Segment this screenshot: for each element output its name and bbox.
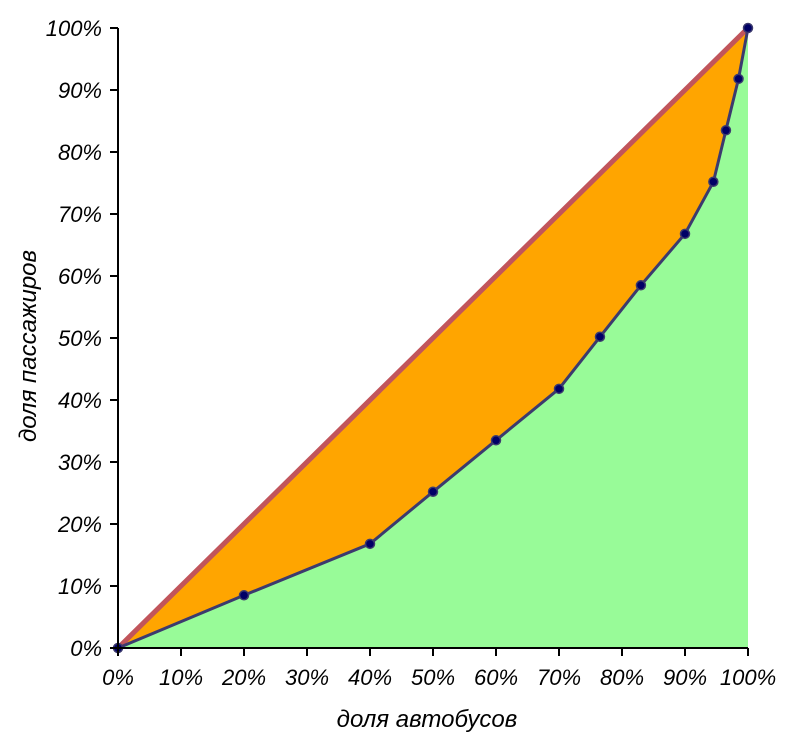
y-tick-label-6: 60%	[58, 264, 102, 289]
data-point-8	[679, 228, 691, 240]
equality-line	[115, 25, 751, 651]
data-point-4	[490, 435, 502, 446]
data-point-10	[720, 125, 732, 136]
data-point-7	[635, 280, 647, 291]
y-axis-title: доля пассажиров	[15, 250, 42, 442]
x-tick-label-6: 60%	[474, 665, 518, 690]
data-point-2	[364, 538, 376, 550]
x-tick-label-8: 80%	[600, 665, 644, 690]
y-tick-label-1: 10%	[58, 574, 102, 599]
y-tick-label-3: 30%	[58, 450, 102, 475]
x-tick-label-5: 50%	[411, 665, 455, 690]
data-point-11	[733, 73, 744, 85]
y-tick-label-0: 0%	[70, 636, 102, 661]
data-point-6	[594, 331, 606, 343]
axes: 0% 10% 20% 30% 40% 50% 60% 70% 80% 90% 100% 0% 10% 2…	[46, 16, 776, 690]
x-tick-label-3: 30%	[285, 665, 329, 690]
y-tick-label-4: 40%	[58, 388, 102, 413]
x-tick-label-9: 90%	[663, 665, 707, 690]
x-axis-title: доля автобусов	[337, 706, 518, 733]
x-tick-label-2: 20%	[221, 665, 266, 690]
x-tick-label-1: 10%	[159, 665, 203, 690]
x-axis-ticks: 0% 10% 20% 30% 40% 50% 60% 70% 80% 90% 100%	[102, 648, 776, 690]
data-point-9	[708, 176, 719, 188]
data-point-1	[238, 590, 250, 601]
y-axis-ticks: 0% 10% 20% 30% 40% 50% 60% 70% 80% 90% 100%	[46, 16, 118, 661]
x-tick-label-0: 0%	[102, 665, 134, 690]
y-tick-label-7: 70%	[58, 202, 102, 227]
x-tick-label-7: 70%	[537, 665, 581, 690]
y-tick-label-2: 20%	[57, 512, 102, 537]
data-point-3	[427, 486, 439, 498]
y-tick-label-5: 50%	[58, 326, 102, 351]
x-tick-label-10: 100%	[720, 665, 776, 690]
y-tick-label-9: 90%	[58, 78, 102, 103]
y-tick-label-8: 80%	[58, 140, 102, 165]
data-point-12	[742, 22, 754, 34]
x-tick-label-4: 40%	[348, 665, 392, 690]
under-curve-area	[118, 28, 748, 648]
data-point-5	[553, 383, 565, 395]
y-tick-label-10: 100%	[46, 16, 102, 41]
